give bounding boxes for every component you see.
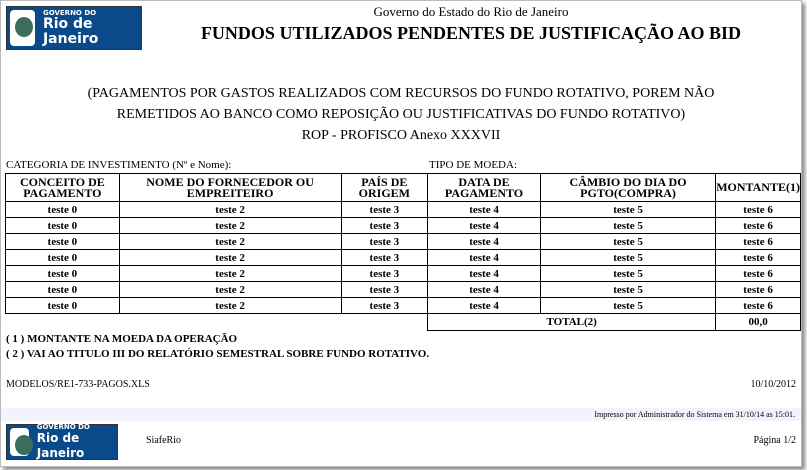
column-header: PAÍS DE ORIGEM <box>340 173 429 202</box>
table-cell: teste 3 <box>340 281 429 298</box>
logo-text: GOVERNO DO <box>42 9 97 17</box>
categoria-label: CATEGORIA DE INVESTIMENTO (Nº e Nome): <box>6 159 232 171</box>
table-cell: teste 0 <box>5 217 120 234</box>
rio-logo: GOVERNO DO Rio de Janeiro <box>6 6 142 50</box>
table-cell: teste 5 <box>539 233 717 250</box>
table-row: teste 0 teste 2 teste 3 teste 4 teste 5 teste… <box>5 297 801 314</box>
table-cell: teste 4 <box>427 201 541 218</box>
table-row: teste 0 teste 2 teste 3 teste 4 teste 5 teste… <box>5 201 801 218</box>
seal-icon <box>10 428 33 456</box>
note: ( 1 ) MONTANTE NA MOEDA DA OPERAÇÃO <box>6 333 238 345</box>
table-cell: teste 2 <box>118 201 342 218</box>
total-value: 00,0 <box>715 313 801 331</box>
subtitle-line: (PAGAMENTOS POR GASTOS REALIZADOS COM RE… <box>87 86 715 101</box>
column-header: DATA DE PAGAMENTO <box>427 173 541 202</box>
notes: ( 1 ) MONTANTE NA MOEDA DA OPERAÇÃO ( 2 … <box>6 332 429 362</box>
table-row: teste 0 teste 2 teste 3 teste 4 teste 5 teste… <box>5 217 801 234</box>
seal-icon <box>10 10 35 46</box>
moeda-label: TIPO DE MOEDA: <box>429 159 517 171</box>
table-row: teste 0 teste 2 teste 3 teste 4 teste 5 teste… <box>5 281 801 298</box>
table-cell: teste 2 <box>118 249 342 266</box>
subtitle-line: ROP - PROFISCO Anexo XXXVII <box>301 128 501 143</box>
logo-text: GOVERNO DO <box>36 423 90 431</box>
government-name: Governo do Estado do Rio de Janeiro <box>373 4 569 19</box>
table-cell: teste 0 <box>5 201 120 218</box>
table-cell: teste 6 <box>715 201 801 218</box>
table-cell: teste 3 <box>340 297 429 314</box>
table-cell: teste 2 <box>118 281 342 298</box>
printed-info: Impresso por Administrador do Sistema em… <box>594 410 795 419</box>
column-header: CÂMBIO DO DIA DO PGTO(COMPRA) <box>539 173 717 202</box>
column-header: CONCEITO DE PAGAMENTO <box>5 173 120 202</box>
table-cell: teste 5 <box>539 281 717 298</box>
table-cell: teste 6 <box>715 233 801 250</box>
table-cell: teste 5 <box>539 297 717 314</box>
table-row: teste 0 teste 2 teste 3 teste 4 teste 5 teste… <box>5 233 801 250</box>
table-cell: teste 6 <box>715 249 801 266</box>
table-cell: teste 4 <box>427 281 541 298</box>
payments-table: CONCEITO DE PAGAMENTO NOME DO FORNECEDOR … <box>5 173 801 331</box>
table-cell: teste 5 <box>539 217 717 234</box>
column-header: MONTANTE(1) <box>715 173 801 202</box>
table-cell: teste 3 <box>340 217 429 234</box>
note: ( 2 ) VAI AO TITULO III DO RELATÓRIO SEM… <box>6 348 430 360</box>
table-cell: teste 0 <box>5 297 120 314</box>
total-row: TOTAL(2) 00,0 <box>6 313 801 331</box>
table-cell: teste 6 <box>715 281 801 298</box>
system-name: SiafeRio <box>146 435 181 446</box>
model-file: MODELOS/RE1-733-PAGOS.XLS <box>6 379 150 390</box>
table-cell: teste 4 <box>427 297 541 314</box>
table-row: teste 0 teste 2 teste 3 teste 4 teste 5 teste… <box>5 265 801 282</box>
logo-text: Rio de Janeiro <box>42 16 99 47</box>
table-cell: teste 2 <box>118 233 342 250</box>
table-header-row: CONCEITO DE PAGAMENTO NOME DO FORNECEDOR … <box>5 173 801 202</box>
table-cell: teste 2 <box>118 297 342 314</box>
page-title: FUNDOS UTILIZADOS PENDENTES DE JUSTIFICA… <box>200 23 742 43</box>
table-cell: teste 5 <box>539 265 717 282</box>
table-cell: teste 0 <box>5 233 120 250</box>
table-cell: teste 6 <box>715 217 801 234</box>
table-cell: teste 2 <box>118 265 342 282</box>
table-cell: teste 2 <box>118 217 342 234</box>
table-cell: teste 4 <box>427 265 541 282</box>
table-cell: teste 5 <box>539 249 717 266</box>
table-cell: teste 4 <box>427 217 541 234</box>
table-cell: teste 3 <box>340 265 429 282</box>
table-cell: teste 0 <box>5 249 120 266</box>
logo-text: Rio de Janeiro <box>36 431 85 460</box>
table-cell: teste 6 <box>715 265 801 282</box>
table-cell: teste 3 <box>340 233 429 250</box>
table-cell: teste 4 <box>427 233 541 250</box>
report-date: 10/10/2012 <box>750 379 796 390</box>
table-cell: teste 3 <box>340 249 429 266</box>
column-header: NOME DO FORNECEDOR OU EMPREITEIRO <box>118 173 342 202</box>
total-label: TOTAL(2) <box>427 313 717 331</box>
table-cell: teste 3 <box>340 201 429 218</box>
table-cell: teste 6 <box>715 297 801 314</box>
rio-logo-footer: GOVERNO DO Rio de Janeiro <box>6 423 118 460</box>
table-cell: teste 5 <box>539 201 717 218</box>
table-cell: teste 0 <box>5 265 120 282</box>
table-row: teste 0 teste 2 teste 3 teste 4 teste 5 teste… <box>5 249 801 266</box>
subtitle-line: REMETIDOS AO BANCO COMO REPOSIÇÃO OU JUS… <box>116 107 686 122</box>
page-number: Página 1/2 <box>753 435 797 446</box>
table-cell: teste 4 <box>427 249 541 266</box>
table-cell: teste 0 <box>5 281 120 298</box>
subtitle: (PAGAMENTOS POR GASTOS REALIZADOS COM RE… <box>1 83 801 146</box>
printed-bar: Impresso por Administrador do Sistema em… <box>1 408 801 421</box>
